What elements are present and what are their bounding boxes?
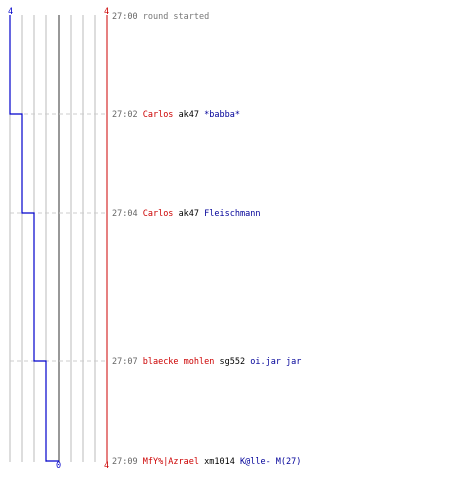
red-score-top: 4 — [104, 7, 109, 17]
red-score-bottom: 4 — [104, 461, 109, 471]
event-weapon: ak47 — [178, 110, 200, 120]
event-weapon: ak47 — [178, 209, 200, 219]
event-killer: MfY%|Azrael — [142, 457, 200, 467]
event-row: 27:00 round started — [112, 12, 209, 22]
blue-score-top: 4 — [8, 7, 13, 17]
event-victim: Fleischmann — [204, 209, 261, 219]
event-row: 27:02 Carlos ak47 *babba* — [112, 110, 240, 120]
event-note: round started — [142, 12, 210, 22]
event-row: 27:09 MfY%|Azrael xm1014 K@lle- M(27) — [112, 457, 301, 467]
event-time: 27:09 — [112, 457, 138, 467]
event-time: 27:07 — [112, 357, 138, 367]
event-row: 27:04 Carlos ak47 Fleischmann — [112, 209, 260, 219]
event-victim: oi.jar jar — [250, 357, 302, 367]
event-time: 27:04 — [112, 209, 138, 219]
event-killer: blaecke mohlen — [142, 357, 215, 367]
event-killer: Carlos — [142, 110, 174, 120]
event-victim: *babba* — [204, 110, 240, 120]
event-row: 27:07 blaecke mohlen sg552 oi.jar jar — [112, 357, 301, 367]
event-weapon: sg552 — [219, 357, 246, 367]
event-killer: Carlos — [142, 209, 174, 219]
blue-score-line — [9, 15, 59, 462]
event-weapon: xm1014 — [204, 457, 235, 467]
event-time: 27:02 — [112, 110, 138, 120]
event-victim: K@lle- M(27) — [239, 457, 302, 467]
event-time: 27:00 — [112, 12, 138, 22]
center-score-bottom: 0 — [56, 461, 61, 471]
